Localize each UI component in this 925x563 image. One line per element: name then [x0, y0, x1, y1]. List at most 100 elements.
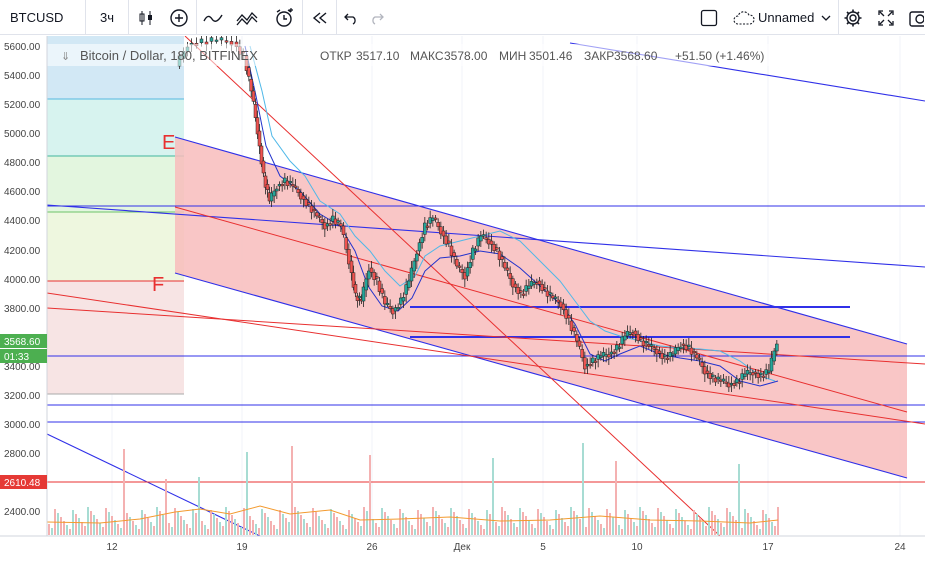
volume-bar — [639, 507, 641, 535]
volume-bar — [105, 508, 107, 535]
candle-body — [569, 320, 574, 331]
volume-bar — [618, 525, 620, 535]
volume-bar — [609, 513, 611, 535]
undo-icon[interactable] — [338, 0, 364, 35]
candle-body — [255, 117, 260, 135]
gear-icon[interactable] — [840, 0, 866, 35]
price-tick-label: 4800.00 — [4, 158, 41, 169]
candle-body — [455, 259, 459, 267]
volume-bar — [156, 507, 158, 535]
volume-bar — [540, 513, 542, 535]
ma-slow-line — [244, 45, 779, 387]
price-tick-label: 3200.00 — [4, 391, 41, 402]
symbol-search[interactable]: BTCUSD — [0, 0, 86, 35]
price-tick-label: 4200.00 — [4, 246, 41, 257]
volume-bar — [666, 520, 668, 535]
price-tick-label: 3000.00 — [4, 420, 41, 431]
candle-body — [479, 235, 483, 242]
candle-body — [580, 349, 584, 358]
volume-bar — [387, 516, 389, 535]
candle-body — [393, 307, 398, 312]
checkbox-icon[interactable] — [696, 0, 722, 35]
price-axis[interactable] — [0, 36, 47, 536]
candle-body — [367, 270, 371, 280]
candle-body — [756, 373, 760, 378]
volume-bar — [414, 529, 416, 535]
candle-body — [423, 222, 427, 235]
volume-bar — [597, 520, 599, 535]
price-tick-label: 5200.00 — [4, 100, 41, 111]
volume-bar — [642, 511, 644, 535]
candle-body — [380, 288, 384, 294]
compare-icon[interactable] — [198, 0, 228, 35]
chart-style-icon[interactable] — [230, 0, 264, 35]
replay-icon[interactable] — [304, 0, 337, 35]
volume-bar — [573, 511, 575, 535]
volume-bar — [339, 521, 341, 535]
candle-body — [575, 334, 579, 342]
volume-bar — [720, 523, 722, 535]
candle-body — [753, 371, 758, 374]
candle-body — [473, 248, 478, 252]
price-chart[interactable]: E F ⇓ Bitcoin / Dollar, 180, BITFINEX ОТ… — [0, 32, 925, 558]
candle-body — [567, 315, 571, 319]
candle-body — [548, 292, 552, 295]
candle-body — [644, 341, 648, 344]
volume-bar — [753, 521, 755, 535]
interval-button[interactable]: 3ч — [86, 0, 129, 35]
red-lines — [46, 35, 925, 537]
volume-bar — [489, 514, 491, 535]
candle-body — [251, 90, 256, 102]
legend-open-label: ОТКР — [320, 49, 352, 63]
level-badge — [0, 475, 47, 489]
volume-bar — [552, 529, 554, 535]
redo-icon[interactable] — [364, 0, 390, 35]
top-toolbar: BTCUSD 3ч Unnamed — [0, 0, 925, 35]
volume-bar — [276, 529, 278, 535]
candle-body — [449, 245, 454, 256]
volume-bar — [429, 526, 431, 535]
candle-body — [599, 355, 603, 358]
legend-title: Bitcoin / Dollar, 180, BITFINEX — [80, 48, 258, 63]
fullscreen-icon[interactable] — [872, 0, 900, 35]
volume-bar — [447, 527, 449, 535]
legend-change: +51.50 (+1.46%) — [675, 49, 764, 63]
indicators-plus-icon[interactable] — [162, 0, 197, 35]
candle-body — [743, 373, 747, 377]
price-tick-label: 2800.00 — [4, 449, 41, 460]
candle-body — [407, 280, 411, 288]
volume-bar — [690, 529, 692, 535]
alert-clock-icon[interactable] — [266, 0, 303, 35]
volume-bar — [528, 520, 530, 535]
candles-icon[interactable] — [130, 0, 162, 35]
interval-label: 3ч — [99, 10, 114, 25]
candle-body — [591, 357, 595, 363]
volume-bar — [435, 511, 437, 535]
chart-area[interactable]: E F ⇓ Bitcoin / Dollar, 180, BITFINEX ОТ… — [0, 32, 925, 558]
candle-body — [331, 215, 335, 222]
camera-icon[interactable] — [902, 0, 925, 35]
candle-body — [607, 354, 611, 358]
chevron-down-icon[interactable] — [814, 0, 839, 35]
layout-name[interactable]: Unnamed — [758, 0, 814, 35]
countdown-label: 01:33 — [4, 352, 29, 363]
volume-bar — [723, 527, 725, 535]
candle-body — [351, 272, 356, 288]
volume-bar — [627, 514, 629, 535]
candle-body — [612, 351, 616, 354]
candle-body — [676, 347, 680, 351]
volume-bar — [144, 514, 146, 535]
volume-bar — [768, 518, 770, 535]
volume-bar — [525, 516, 527, 535]
volume-bar — [99, 523, 101, 535]
volume-bar — [363, 507, 365, 535]
volume-bar — [678, 513, 680, 535]
candles — [177, 32, 779, 392]
candle-body — [415, 253, 419, 262]
time-axis[interactable] — [0, 536, 925, 558]
volume-bar — [603, 528, 605, 535]
candle-body — [433, 217, 438, 220]
volume-bar — [405, 517, 407, 535]
volume-bar — [699, 518, 701, 535]
volume-bar — [213, 514, 215, 535]
